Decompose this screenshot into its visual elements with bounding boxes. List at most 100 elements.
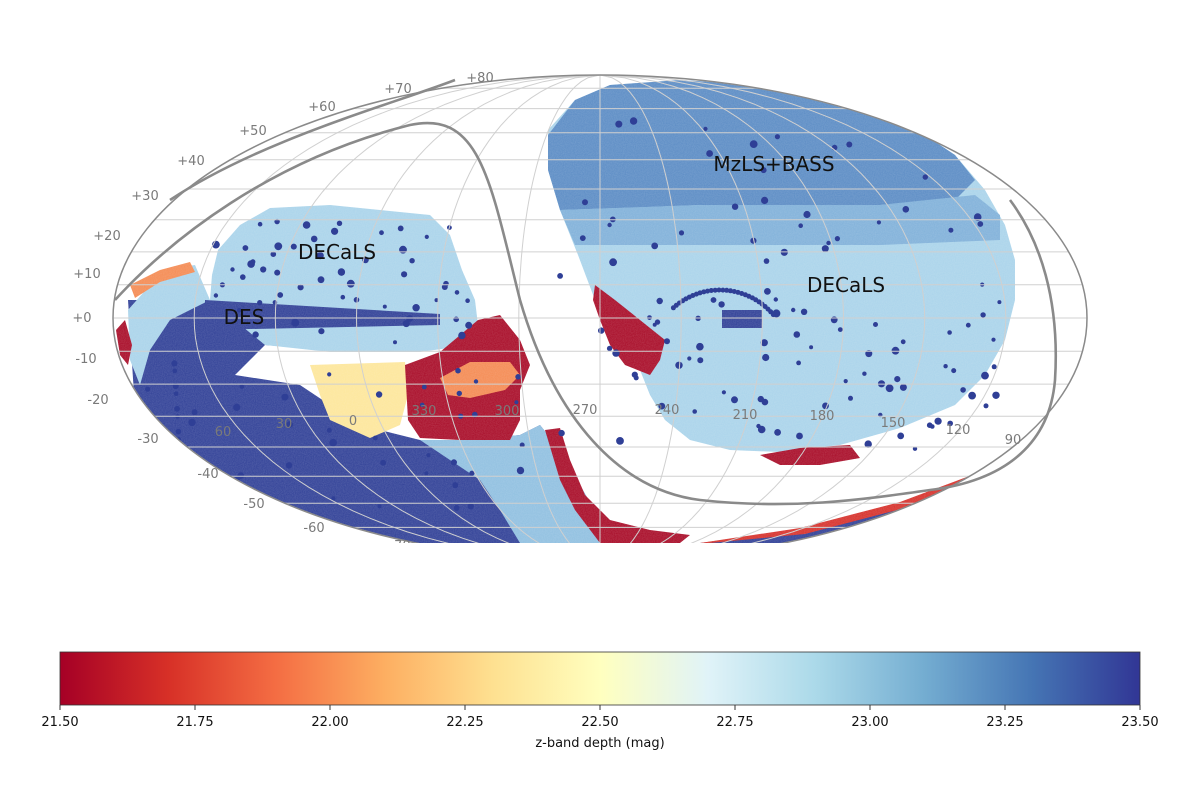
- deep-spot: [757, 395, 764, 403]
- deep-spot: [997, 300, 1002, 305]
- deep-spot: [401, 271, 408, 278]
- deep-spot: [965, 322, 971, 328]
- deep-spot: [848, 395, 853, 401]
- deep-spot: [453, 316, 460, 323]
- deep-spot: [192, 487, 200, 495]
- deep-spot: [973, 213, 982, 221]
- deep-spot: [173, 391, 179, 397]
- deep-spot: [862, 371, 867, 376]
- deep-spot: [177, 451, 183, 457]
- deep-spot: [399, 245, 407, 254]
- deep-spot: [658, 402, 666, 410]
- deep-spot: [402, 320, 410, 328]
- deep-spot: [317, 276, 325, 284]
- deep-spot: [800, 308, 808, 315]
- deep-spot: [947, 420, 953, 427]
- ra-tick-label: 210: [733, 408, 758, 423]
- deep-spot: [803, 210, 811, 219]
- deep-spot: [876, 220, 882, 225]
- deep-spot: [297, 284, 304, 291]
- deep-spot: [760, 339, 768, 347]
- ra-tick-label: 90: [1005, 433, 1022, 448]
- deep-spot: [329, 438, 338, 447]
- deep-spot: [983, 403, 989, 409]
- dec-tick-label: +80: [466, 71, 493, 86]
- deep-spot: [798, 223, 803, 228]
- deep-spot: [612, 349, 620, 357]
- ra-tick-label: 0: [349, 414, 357, 429]
- deep-spot-arc: [716, 287, 722, 293]
- deep-spot: [188, 418, 196, 427]
- deep-spot: [240, 274, 246, 280]
- deep-spot: [310, 235, 318, 243]
- colorbar-tick-label: 22.75: [716, 715, 753, 730]
- deep-spot: [992, 391, 1000, 399]
- deep-spot: [277, 292, 284, 298]
- dec-tick-label: +40: [177, 154, 204, 169]
- deep-spot: [664, 338, 670, 345]
- deep-spot: [318, 328, 325, 335]
- deep-spot: [282, 512, 290, 521]
- colorbar-tick-label: 21.50: [41, 715, 78, 730]
- deep-spot: [981, 371, 989, 380]
- galactic-plane-boundary: [114, 121, 1057, 506]
- deep-spot: [454, 290, 460, 295]
- deep-spot-arc: [770, 312, 776, 318]
- deep-spot: [579, 235, 586, 242]
- deep-spot: [191, 409, 198, 416]
- ra-tick-label: 180: [810, 409, 835, 424]
- deep-spot-arc: [712, 287, 718, 293]
- deep-spot: [991, 337, 996, 342]
- deep-spot: [984, 142, 992, 151]
- deep-spot: [169, 497, 177, 504]
- deep-spot: [899, 383, 907, 391]
- region-label: DECaLS: [298, 240, 376, 264]
- deep-spot: [606, 345, 613, 352]
- deep-spot: [796, 360, 801, 366]
- deep-spot: [897, 432, 905, 440]
- deep-spot: [514, 400, 519, 405]
- ra-tick-label: 60: [215, 425, 232, 440]
- deep-spot: [230, 267, 235, 272]
- region-label: DECaLS: [807, 273, 885, 297]
- deep-spot: [764, 288, 771, 295]
- deep-spot: [467, 503, 474, 510]
- deep-spot-arc: [724, 287, 730, 293]
- deep-spot: [864, 440, 872, 448]
- deep-spot: [260, 266, 267, 273]
- deep-spot: [290, 243, 297, 250]
- deep-spot: [426, 453, 431, 458]
- deep-spot: [237, 308, 242, 313]
- colorbar-tick-label: 22.50: [581, 715, 618, 730]
- dec-tick-label: +30: [131, 189, 158, 204]
- deep-spot: [678, 230, 685, 236]
- deep-spot: [696, 342, 704, 351]
- deep-spot: [340, 294, 346, 300]
- deep-spot: [377, 504, 382, 509]
- deep-spot: [178, 474, 184, 480]
- deep-spot: [826, 240, 831, 246]
- deep-spot: [900, 339, 906, 345]
- deep-spot: [409, 258, 415, 264]
- map-boundary: [112, 74, 1088, 543]
- deep-spot: [675, 361, 683, 369]
- deep-spot: [270, 251, 277, 257]
- deep-spot: [336, 220, 343, 226]
- deep-spot: [338, 269, 345, 276]
- deep-spot: [718, 301, 725, 308]
- deep-spot: [773, 297, 778, 302]
- deep-spot: [843, 379, 848, 384]
- deep-spot: [145, 386, 151, 392]
- deep-spot: [424, 471, 429, 476]
- deep-spot: [756, 423, 761, 429]
- deep-spot: [837, 327, 843, 332]
- deep-spot: [609, 258, 617, 267]
- deep-spot-arc: [708, 288, 714, 293]
- deep-spot: [171, 360, 178, 367]
- deep-spot: [934, 417, 942, 425]
- deep-spot-arc: [705, 288, 710, 294]
- deep-spot: [172, 368, 178, 374]
